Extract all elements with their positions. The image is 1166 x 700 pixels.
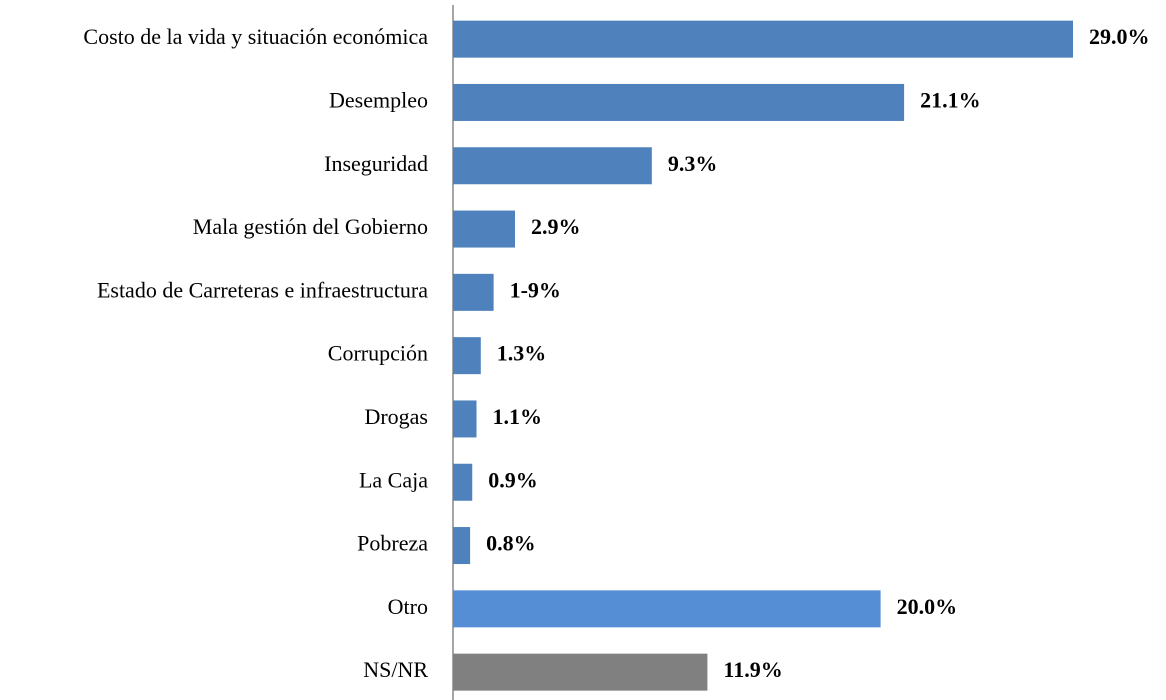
- y-tick-label: Otro: [388, 594, 428, 619]
- data-label: 11.9%: [723, 657, 782, 682]
- data-label: 21.1%: [920, 87, 981, 112]
- y-tick-label: Mala gestión del Gobierno: [193, 214, 428, 239]
- data-label: 0.9%: [488, 467, 538, 492]
- bar: [453, 400, 477, 438]
- data-label: 9.3%: [668, 151, 718, 176]
- bar: [453, 83, 905, 121]
- data-label: 1-9%: [510, 277, 561, 302]
- y-tick-label: Costo de la vida y situación económica: [83, 24, 428, 49]
- y-tick-label: La Caja: [359, 467, 428, 492]
- y-tick-label: Estado de Carreteras e infraestructura: [97, 277, 428, 302]
- y-tick-label: Pobreza: [357, 531, 428, 556]
- data-label: 29.0%: [1089, 24, 1150, 49]
- bar: [453, 273, 494, 311]
- bar: [453, 653, 708, 691]
- data-label: 20.0%: [897, 594, 958, 619]
- bar: [453, 20, 1073, 58]
- data-label: 1.1%: [493, 404, 542, 429]
- y-tick-label: Corrupción: [328, 341, 428, 366]
- y-tick-label: Inseguridad: [324, 151, 428, 176]
- bar: [453, 210, 515, 248]
- bar: [453, 147, 652, 185]
- y-tick-label: Drogas: [364, 404, 428, 429]
- data-label: 2.9%: [531, 214, 581, 239]
- bar: [453, 590, 881, 628]
- bar: [453, 527, 471, 565]
- y-tick-label: NS/NR: [363, 657, 428, 682]
- y-tick-label: Desempleo: [329, 87, 428, 112]
- bar: [453, 463, 473, 501]
- data-label: 0.8%: [486, 531, 536, 556]
- bar: [453, 337, 481, 375]
- data-label: 1.3%: [497, 341, 547, 366]
